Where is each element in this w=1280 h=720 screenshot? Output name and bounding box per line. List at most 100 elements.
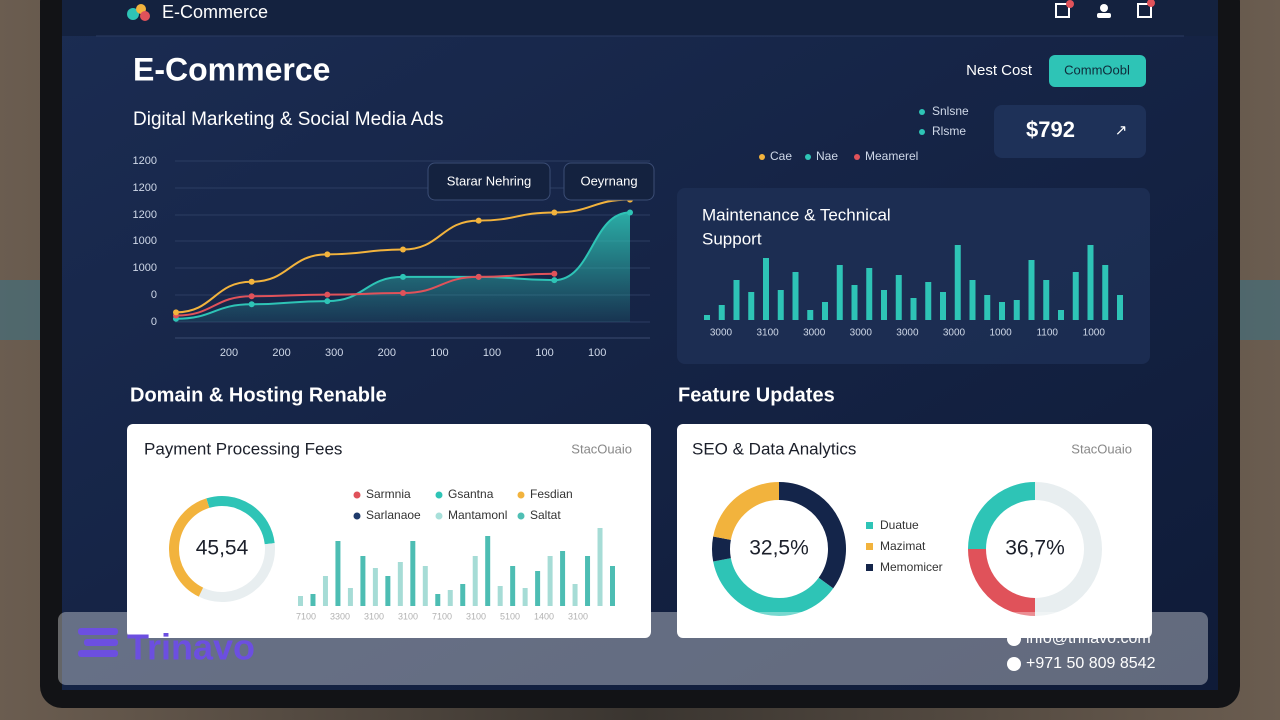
bar [1087, 245, 1094, 320]
legend-dot [759, 154, 765, 160]
bar [1043, 280, 1050, 320]
logo [127, 8, 139, 20]
point [400, 246, 406, 253]
point [627, 209, 633, 216]
icon-chart[interactable] [1055, 3, 1070, 18]
bar [792, 272, 799, 320]
email-icon [1007, 632, 1021, 646]
bar [410, 541, 416, 606]
legend-dot [866, 564, 873, 571]
price-icon: ↗ [1115, 122, 1128, 139]
y-label: 1000 [133, 235, 157, 247]
x-label: 3000 [850, 328, 873, 339]
x-label: 100 [483, 347, 501, 359]
bar [485, 536, 491, 606]
bar [360, 556, 366, 606]
x-label: 3000 [803, 328, 826, 339]
brand: E-Commerce [162, 2, 268, 22]
bar [777, 290, 784, 320]
legend-label: Duatue [880, 518, 919, 532]
footer-overlay [58, 612, 1208, 685]
icon-export[interactable] [1137, 3, 1152, 18]
legend-label: Nae [816, 149, 838, 163]
legend-dot [517, 512, 525, 520]
bar [522, 588, 528, 606]
y-label: 1000 [133, 262, 157, 274]
area [176, 212, 630, 322]
x-label: 5100 [500, 611, 520, 621]
x-label: 100 [430, 347, 448, 359]
icon-user [1097, 13, 1111, 18]
legend-label: Sarmnia [366, 487, 411, 501]
bar [560, 551, 566, 606]
cost-label: Nest Cost [966, 62, 1033, 79]
footer-email: info@trinavo.com [1026, 630, 1151, 647]
bar [610, 566, 615, 606]
donut-segment [198, 543, 275, 602]
donut-segment [778, 482, 846, 589]
panel-title: Support [702, 229, 762, 248]
x-label: 3000 [896, 328, 919, 339]
section-title: Feature Updates [678, 384, 835, 406]
bar [597, 528, 603, 606]
legend-label: Saltat [530, 508, 561, 522]
legend-label: Fesdian [530, 487, 573, 501]
legend-dot [866, 543, 873, 550]
x-label: 100 [535, 347, 553, 359]
bar [1013, 300, 1020, 320]
bar [447, 590, 453, 606]
x-label: 3100 [398, 611, 418, 621]
panel-title: Maintenance & Technical [702, 205, 891, 224]
bar [310, 594, 316, 606]
footer-phone: +971 50 809 8542 [1026, 655, 1156, 672]
bar [1028, 260, 1035, 320]
bar [435, 594, 441, 606]
footer-logo-icon [84, 639, 118, 646]
card-tag: StacOuaio [571, 441, 632, 456]
bar [547, 556, 553, 606]
x-label: 200 [220, 347, 238, 359]
bar [763, 258, 769, 320]
phone-icon [1007, 657, 1021, 671]
donut-segment [169, 498, 210, 597]
legend-label: Memomicer [880, 560, 943, 574]
price-box [994, 105, 1146, 158]
point [324, 251, 331, 258]
donut-center: 32,5% [749, 537, 809, 560]
bar [510, 566, 516, 606]
point [324, 298, 331, 305]
bar [535, 571, 541, 606]
icon-user[interactable] [1100, 4, 1108, 12]
point [475, 217, 482, 224]
bar [704, 315, 710, 320]
button-label[interactable]: CommOobl [1064, 62, 1130, 77]
point [400, 273, 406, 280]
legend-dot [353, 512, 361, 520]
legend-dot [805, 154, 811, 160]
bar [999, 302, 1005, 320]
card-title: SEO & Data Analytics [692, 439, 856, 458]
bar [422, 566, 428, 606]
point [173, 309, 179, 316]
point [248, 301, 255, 308]
bar [298, 596, 303, 606]
bar [497, 586, 503, 606]
badge [1066, 0, 1074, 8]
tooltip [427, 162, 551, 201]
bar [748, 292, 755, 320]
bar [1117, 295, 1123, 320]
bar [585, 556, 591, 606]
bar [984, 295, 991, 320]
donut-segment [713, 557, 834, 616]
point [248, 278, 255, 285]
bar [397, 562, 403, 606]
x-label: 7100 [432, 611, 452, 621]
y-label: 1200 [133, 155, 157, 167]
bar [1072, 272, 1079, 320]
top-bar [62, 0, 1218, 36]
donut-segment [968, 548, 1036, 616]
button[interactable] [1049, 55, 1146, 87]
badge [1147, 0, 1155, 7]
bar [335, 541, 341, 606]
bar [969, 280, 976, 320]
